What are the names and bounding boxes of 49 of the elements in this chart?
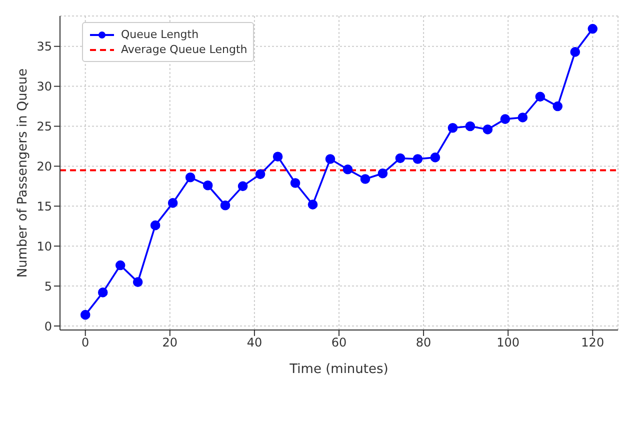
point bbox=[308, 200, 318, 210]
point bbox=[150, 220, 160, 230]
x-tick-label: 20 bbox=[162, 336, 178, 350]
y-axis-title: Number of Passengers in Queue bbox=[16, 68, 31, 278]
point bbox=[325, 154, 336, 164]
point bbox=[98, 288, 108, 298]
point bbox=[185, 172, 196, 182]
point bbox=[360, 174, 370, 184]
point bbox=[220, 200, 230, 210]
point bbox=[518, 112, 528, 122]
point bbox=[500, 114, 510, 124]
point bbox=[588, 24, 598, 34]
point bbox=[552, 101, 563, 112]
point bbox=[570, 47, 580, 57]
x-tick-label: 60 bbox=[331, 336, 347, 350]
point bbox=[238, 181, 248, 192]
y-tick-label: 5 bbox=[44, 279, 52, 294]
point bbox=[535, 92, 546, 102]
x-tick-label: 80 bbox=[416, 336, 432, 350]
point bbox=[395, 153, 406, 164]
x-tick-label: 120 bbox=[581, 336, 604, 350]
point bbox=[465, 121, 476, 132]
y-tick-label: 10 bbox=[36, 239, 52, 254]
point bbox=[168, 198, 178, 208]
y-tick-label: 20 bbox=[36, 159, 52, 174]
x-tick-label: 40 bbox=[246, 336, 262, 350]
point bbox=[378, 168, 388, 178]
y-tick-label: 30 bbox=[36, 80, 52, 94]
y-tick-label: 35 bbox=[36, 40, 52, 54]
y-tick-label: 15 bbox=[36, 199, 52, 214]
point bbox=[290, 178, 300, 188]
point bbox=[132, 277, 143, 287]
point bbox=[272, 152, 283, 162]
y-tick-label: 25 bbox=[36, 120, 52, 134]
legend-label: Queue Length bbox=[121, 28, 199, 41]
y-tick-label: 0 bbox=[44, 319, 52, 334]
point bbox=[80, 310, 90, 320]
point bbox=[448, 122, 458, 133]
legend-label: Average Queue Length bbox=[121, 43, 248, 56]
point bbox=[202, 180, 213, 190]
x-axis-title: Time (minutes) bbox=[288, 362, 388, 378]
point bbox=[430, 152, 440, 162]
x-tick-label: 0 bbox=[82, 336, 90, 350]
x-tick-label: 100 bbox=[496, 336, 520, 350]
point bbox=[412, 154, 423, 164]
point bbox=[342, 164, 353, 174]
point bbox=[482, 124, 493, 134]
point bbox=[255, 169, 266, 180]
point bbox=[115, 260, 126, 270]
